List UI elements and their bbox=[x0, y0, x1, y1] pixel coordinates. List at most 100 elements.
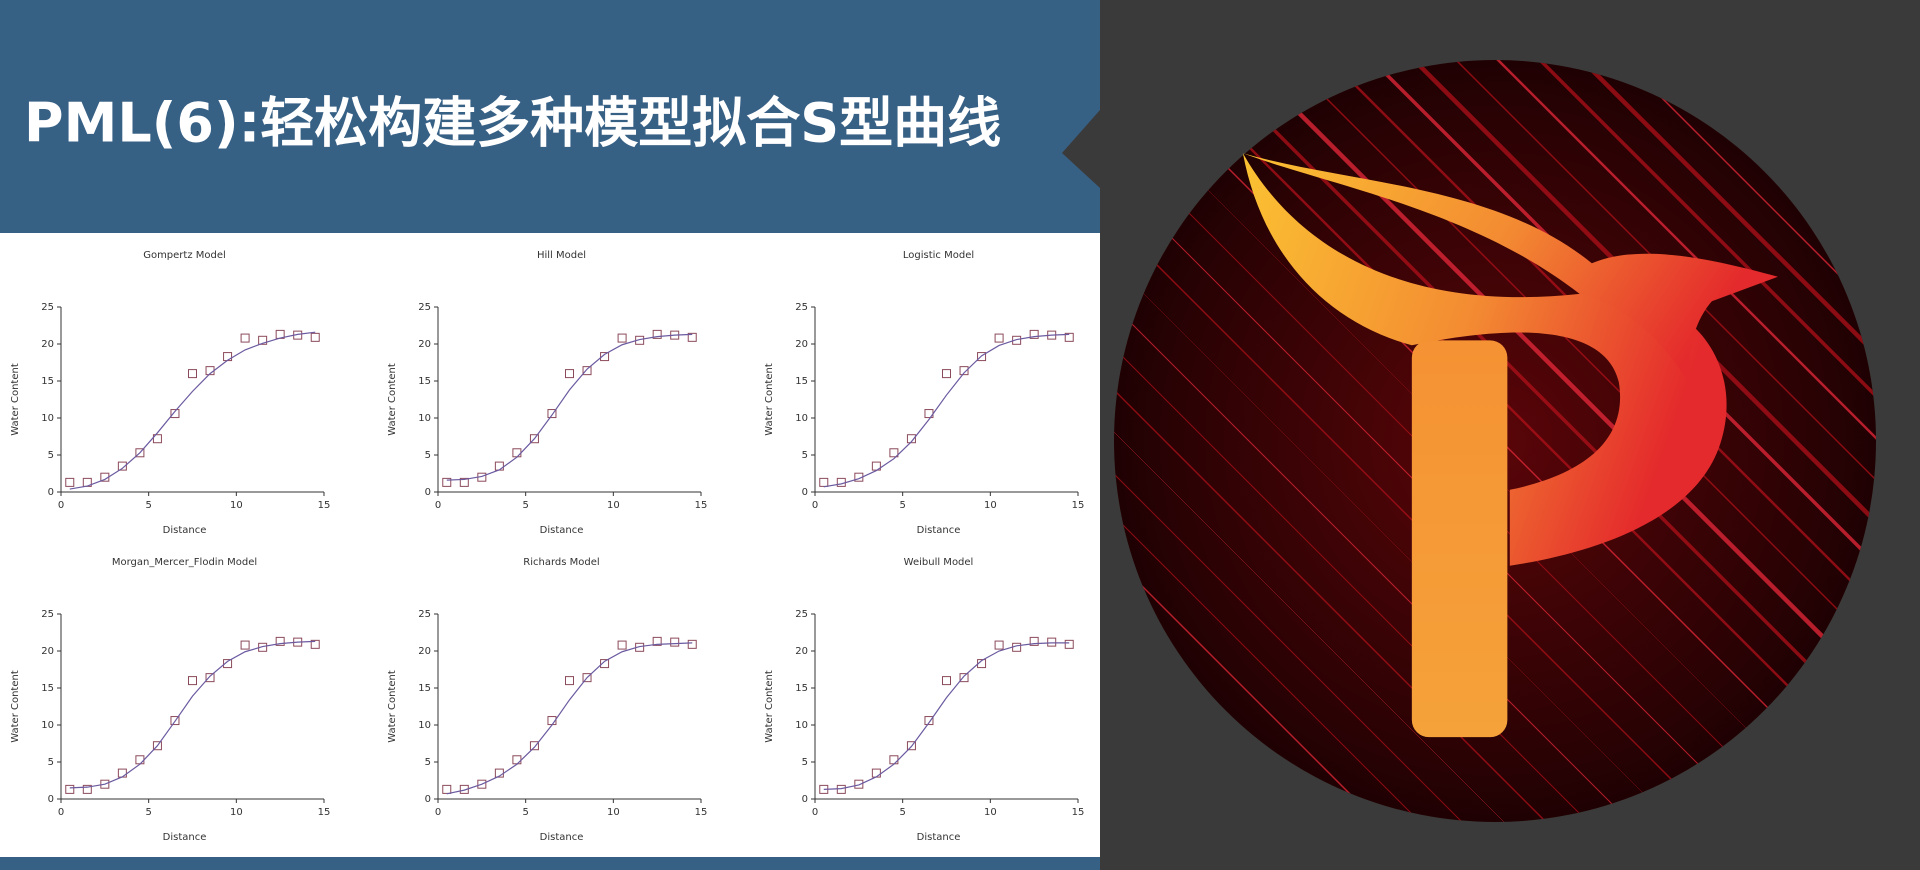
y-tick-label: 20 bbox=[795, 339, 808, 350]
data-point bbox=[906, 434, 916, 444]
fit-line bbox=[823, 333, 1070, 488]
data-point bbox=[670, 637, 680, 647]
x-tick-label: 5 bbox=[145, 807, 151, 818]
stripe bbox=[1114, 60, 1501, 822]
stripe bbox=[1392, 60, 1876, 822]
y-tick-label: 0 bbox=[48, 487, 54, 498]
stripe bbox=[1114, 60, 1417, 822]
y-tick-label: 15 bbox=[418, 376, 431, 387]
stripe bbox=[1477, 60, 1876, 822]
stripe bbox=[1114, 60, 1795, 822]
data-point bbox=[275, 636, 285, 646]
data-point bbox=[152, 741, 162, 751]
stripe bbox=[1435, 60, 1876, 822]
x-axis-label: Distance bbox=[917, 525, 961, 536]
x-tick-label: 10 bbox=[607, 500, 620, 511]
bottom-strip bbox=[0, 857, 1100, 870]
data-point bbox=[565, 369, 574, 379]
data-point bbox=[170, 409, 180, 419]
y-tick-label: 25 bbox=[41, 609, 54, 620]
y-tick-label: 5 bbox=[802, 450, 808, 461]
x-tick-label: 15 bbox=[695, 807, 708, 818]
data-point bbox=[459, 477, 469, 487]
x-tick-label: 0 bbox=[812, 500, 818, 511]
y-tick-label: 5 bbox=[425, 450, 431, 461]
y-tick-label: 5 bbox=[802, 757, 808, 768]
x-tick-label: 5 bbox=[522, 500, 528, 511]
chart: Weibull Model Distance Water Content 0 5 10 15… bbox=[764, 557, 1084, 843]
x-axis-label: Distance bbox=[163, 525, 207, 536]
x-tick-label: 0 bbox=[58, 807, 64, 818]
data-point bbox=[854, 779, 864, 789]
data-point bbox=[959, 673, 969, 683]
y-tick-label: 25 bbox=[795, 609, 808, 620]
data-point bbox=[942, 369, 951, 379]
y-axis-label: Water Content bbox=[10, 363, 21, 436]
data-point bbox=[100, 779, 110, 789]
stripe bbox=[1350, 60, 1876, 822]
data-point bbox=[310, 639, 320, 649]
chart-title: Morgan_Mercer_Flodin Model bbox=[112, 557, 257, 568]
x-tick-label: 0 bbox=[812, 807, 818, 818]
stripe bbox=[1560, 60, 1876, 822]
stripe bbox=[1114, 60, 1669, 822]
x-tick-label: 5 bbox=[522, 807, 528, 818]
y-tick-label: 20 bbox=[41, 646, 54, 657]
y-tick-label: 20 bbox=[418, 646, 431, 657]
chart: Richards Model Distance Water Content 0 5 10 1… bbox=[387, 557, 707, 843]
chart: Morgan_Mercer_Flodin Model Distance Water … bbox=[10, 557, 330, 843]
chart-title: Richards Model bbox=[523, 557, 599, 568]
data-point bbox=[1029, 329, 1039, 339]
data-point bbox=[442, 477, 452, 487]
data-point bbox=[959, 366, 969, 376]
data-point bbox=[310, 332, 320, 342]
x-tick-label: 5 bbox=[899, 807, 905, 818]
y-tick-label: 15 bbox=[418, 683, 431, 694]
x-tick-label: 15 bbox=[318, 500, 331, 511]
x-tick-label: 0 bbox=[58, 500, 64, 511]
x-tick-label: 10 bbox=[984, 500, 997, 511]
y-tick-label: 0 bbox=[802, 487, 808, 498]
y-tick-label: 10 bbox=[795, 413, 808, 424]
data-point bbox=[652, 636, 662, 646]
data-point bbox=[617, 333, 627, 343]
x-tick-label: 0 bbox=[435, 807, 441, 818]
stripe bbox=[1114, 60, 1711, 822]
stripe bbox=[1603, 60, 1876, 822]
data-point bbox=[924, 716, 934, 726]
x-tick-label: 0 bbox=[435, 500, 441, 511]
y-tick-label: 15 bbox=[41, 376, 54, 387]
logo-p bbox=[1242, 153, 1778, 738]
data-point bbox=[258, 335, 268, 345]
data-point bbox=[240, 333, 250, 343]
chart-title: Logistic Model bbox=[903, 250, 974, 261]
chart: Hill Model Distance Water Content 0 5 10 15 0 5 1… bbox=[387, 250, 707, 536]
y-tick-label: 15 bbox=[41, 683, 54, 694]
x-axis-label: Distance bbox=[540, 832, 584, 843]
stripe bbox=[1114, 60, 1753, 822]
data-point bbox=[600, 659, 610, 669]
y-axis-label: Water Content bbox=[387, 670, 398, 743]
data-point bbox=[117, 461, 127, 471]
chart-title: Hill Model bbox=[537, 250, 586, 261]
data-point bbox=[565, 676, 574, 686]
y-tick-label: 20 bbox=[795, 646, 808, 657]
data-point bbox=[1064, 332, 1074, 342]
y-tick-label: 15 bbox=[795, 376, 808, 387]
stripe bbox=[1518, 60, 1876, 822]
x-tick-label: 5 bbox=[899, 500, 905, 511]
y-tick-label: 10 bbox=[418, 413, 431, 424]
data-point bbox=[889, 448, 899, 458]
data-point bbox=[529, 741, 539, 751]
x-axis-label: Distance bbox=[917, 832, 961, 843]
y-tick-label: 10 bbox=[41, 413, 54, 424]
fit-line bbox=[446, 642, 693, 795]
y-tick-label: 15 bbox=[795, 683, 808, 694]
x-tick-label: 10 bbox=[607, 807, 620, 818]
data-point bbox=[687, 332, 697, 342]
x-axis-label: Distance bbox=[163, 832, 207, 843]
y-tick-label: 5 bbox=[425, 757, 431, 768]
y-tick-label: 5 bbox=[48, 757, 54, 768]
